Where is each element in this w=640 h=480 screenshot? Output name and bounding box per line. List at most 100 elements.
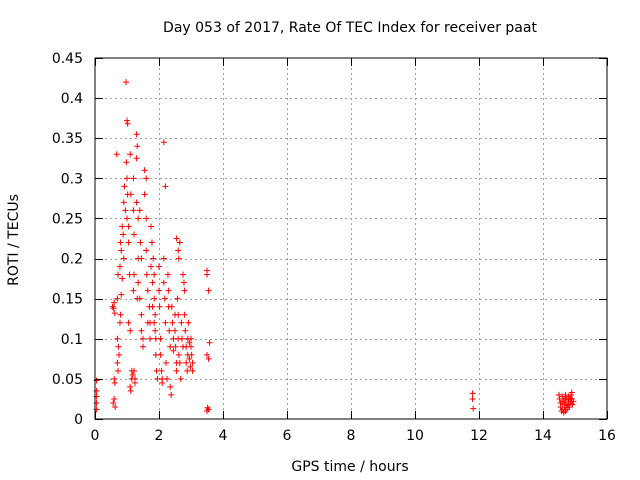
data-point xyxy=(117,239,124,246)
data-point xyxy=(120,255,127,262)
data-point xyxy=(130,175,137,182)
data-point xyxy=(134,143,141,150)
data-point xyxy=(569,401,576,408)
data-point xyxy=(150,255,157,262)
data-point xyxy=(469,395,476,402)
y-tick-label: 0.05 xyxy=(52,372,83,388)
data-point xyxy=(153,367,160,374)
data-point xyxy=(151,319,158,326)
data-point xyxy=(136,295,143,302)
data-point xyxy=(164,271,171,278)
data-point xyxy=(173,235,180,242)
x-axis-label: GPS time / hours xyxy=(291,459,408,475)
data-point xyxy=(204,404,211,411)
data-point xyxy=(166,327,173,334)
data-point xyxy=(125,223,132,230)
data-point xyxy=(130,207,137,214)
data-point xyxy=(174,295,181,302)
data-point xyxy=(143,215,150,222)
data-point xyxy=(114,295,121,302)
data-point xyxy=(119,275,126,282)
data-point xyxy=(135,215,142,222)
data-point xyxy=(123,79,130,86)
x-axis-tick-labels: 0 2 4 6 8 10 12 14 16 xyxy=(91,428,616,444)
data-point xyxy=(141,191,148,198)
data-point xyxy=(115,271,122,278)
data-point xyxy=(121,183,128,190)
data-point xyxy=(168,391,175,398)
data-point xyxy=(187,363,194,370)
data-point xyxy=(143,175,150,182)
data-point xyxy=(112,403,119,410)
x-tick-label: 8 xyxy=(347,428,356,444)
chart-title: Day 053 of 2017, Rate Of TEC Index for r… xyxy=(163,20,537,36)
data-point xyxy=(176,239,183,246)
data-point xyxy=(206,339,213,346)
data-point xyxy=(184,367,191,374)
x-tick-label: 6 xyxy=(283,428,292,444)
data-point xyxy=(110,399,117,406)
data-point xyxy=(138,311,145,318)
grid xyxy=(95,58,607,419)
data-point xyxy=(173,367,180,374)
data-point xyxy=(205,287,212,294)
data-point xyxy=(160,255,167,262)
data-point xyxy=(562,391,569,398)
x-tick-label: 12 xyxy=(470,428,488,444)
data-point xyxy=(204,271,210,278)
data-point xyxy=(148,239,155,246)
data-point xyxy=(175,247,182,254)
data-point xyxy=(169,319,176,326)
data-point xyxy=(156,287,162,294)
data-point xyxy=(570,398,577,405)
data-point xyxy=(175,351,182,358)
data-point xyxy=(129,371,136,378)
data-point xyxy=(167,343,174,350)
data-point xyxy=(111,299,118,306)
data-point xyxy=(138,327,145,334)
data-point xyxy=(170,347,177,354)
x-tick-label: 2 xyxy=(155,428,164,444)
data-point xyxy=(111,310,118,317)
x-tick-label: 10 xyxy=(406,428,424,444)
data-point xyxy=(111,379,118,386)
data-point xyxy=(124,215,130,222)
data-point xyxy=(180,279,187,286)
data-point xyxy=(135,279,142,286)
data-point xyxy=(124,175,130,182)
data-point xyxy=(152,311,159,318)
data-point xyxy=(149,279,156,286)
data-point xyxy=(162,319,169,326)
data-point xyxy=(189,359,196,366)
y-tick-label: 0.1 xyxy=(61,332,83,348)
data-point xyxy=(149,303,156,310)
data-point xyxy=(122,207,129,214)
data-point xyxy=(176,359,183,366)
data-point xyxy=(131,271,138,278)
data-point xyxy=(168,303,175,310)
data-point xyxy=(131,367,138,374)
x-tick-label: 14 xyxy=(534,428,552,444)
data-point xyxy=(137,239,144,246)
data-point xyxy=(165,287,172,294)
data-point xyxy=(120,199,127,206)
data-point xyxy=(124,117,130,124)
data-point xyxy=(186,355,193,362)
x-tick-label: 0 xyxy=(91,428,100,444)
data-point xyxy=(125,319,132,326)
data-point xyxy=(114,359,121,366)
data-point xyxy=(189,367,196,374)
data-point xyxy=(119,223,126,230)
data-point xyxy=(160,139,167,146)
y-tick-label: 0 xyxy=(74,412,83,428)
data-point xyxy=(204,351,210,358)
data-point xyxy=(127,327,134,334)
data-point xyxy=(116,263,123,270)
data-point xyxy=(123,159,130,166)
data-point xyxy=(140,343,146,350)
data-point xyxy=(177,375,184,382)
y-tick-label: 0.25 xyxy=(52,211,83,227)
data-point xyxy=(124,120,131,127)
data-point xyxy=(164,375,170,382)
data-point xyxy=(151,295,158,302)
